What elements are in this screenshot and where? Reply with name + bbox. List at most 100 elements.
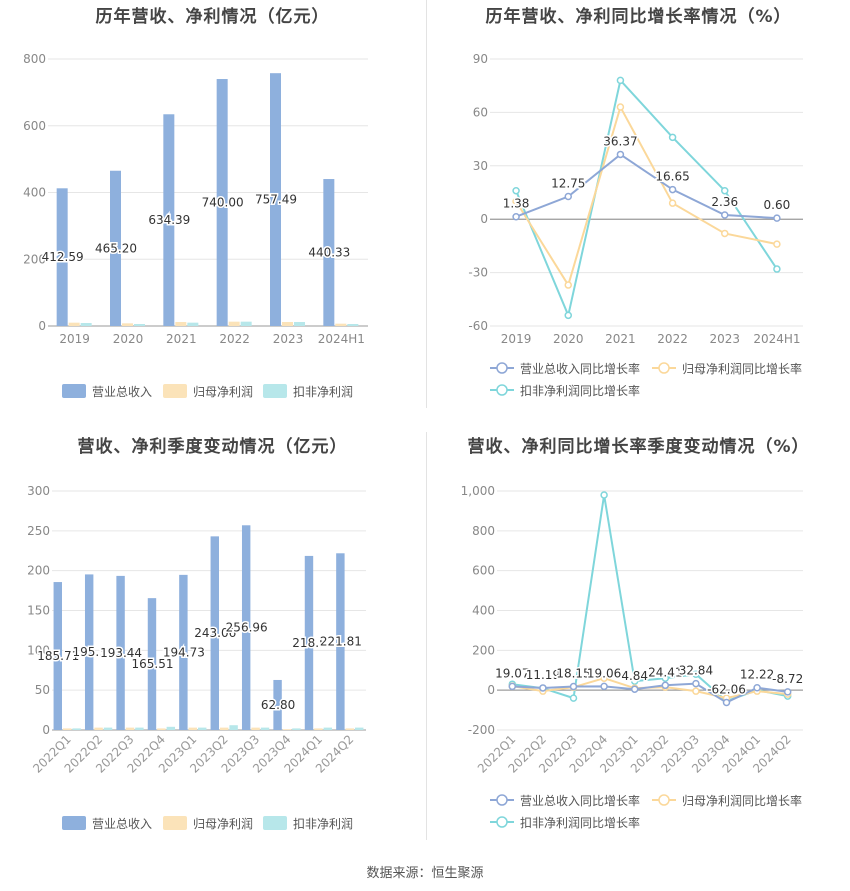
bar-deducted-profit	[187, 322, 199, 326]
bar-data-label: 465.20	[95, 241, 137, 255]
data-point	[564, 281, 572, 289]
quarterly-growth-title: 营收、净利同比增长率季度变动情况（%）	[467, 437, 810, 457]
legend-label: 归母净利润同比增长率	[682, 793, 802, 808]
y-tick-label: 0	[480, 212, 488, 226]
quarterly-amount-title: 营收、净利季度变动情况（亿元）	[77, 437, 348, 457]
x-tick-label: 2022	[657, 332, 688, 346]
bar-data-label: 194.73	[163, 645, 205, 659]
bar-net-profit	[68, 322, 80, 326]
quarterly-amount-panel: 营收、净利季度变动情况（亿元） 0 50 100 150 200 250 300 2022Q1…	[0, 430, 425, 850]
legend-label: 营业总收入同比增长率	[520, 361, 640, 376]
bar-deducted-profit	[229, 725, 238, 730]
y-tick-label: 200	[23, 252, 46, 266]
y-tick-label: -30	[468, 266, 488, 280]
y-tick-label: 200	[27, 564, 50, 578]
y-tick-label: 300	[27, 484, 50, 498]
bar-net-profit	[345, 728, 355, 730]
legend-marker	[496, 816, 508, 828]
annual-amount-title: 历年营收、净利情况（亿元）	[95, 7, 330, 27]
legend-label: 营业总收入同比增长率	[520, 793, 640, 808]
legend-label: 扣非净利润	[293, 385, 353, 399]
bar-data-label: 165.51	[131, 657, 173, 671]
bar-deducted-profit	[323, 727, 333, 730]
legend-swatch	[62, 816, 86, 830]
quarterly-growth-panel: 营收、净利同比增长率季度变动情况（%） -200 0 200 400 600 800 1,0…	[426, 430, 850, 850]
y-tick-label: 800	[23, 52, 46, 66]
data-point	[569, 694, 578, 702]
bar-deducted-profit	[292, 728, 301, 730]
data-point	[512, 197, 520, 206]
point-data-label: -62.06	[707, 683, 746, 697]
y-tick-label: 0	[42, 723, 50, 737]
legend-marker	[658, 794, 670, 806]
y-tick-label: 100	[27, 643, 50, 657]
bar-data-label: 185.71	[37, 649, 79, 663]
annual-amount-panel: 历年营收、净利情况（亿元） 0 200 400 600 800 2019 2020 2021 2…	[0, 0, 425, 410]
annual-growth-chart: -60 -30 0 30 60 90 2019 2020 2021 2022 2023 2024H1 1…	[468, 52, 803, 398]
bar-revenue	[56, 188, 68, 326]
data-point	[721, 186, 729, 195]
data-point	[668, 133, 677, 142]
bar-revenue	[336, 553, 345, 730]
bar-data-label: 440.33	[308, 246, 350, 260]
bar-revenue	[110, 170, 121, 326]
data-point	[600, 491, 608, 499]
bar-data-label: 634.39	[148, 213, 190, 227]
bar-revenue	[147, 598, 157, 730]
point-data-label: 12.22	[740, 668, 774, 682]
bar-data-label: 757.49	[255, 193, 297, 207]
bar-net-profit	[282, 321, 293, 326]
bar-net-profit	[219, 727, 229, 730]
bar-deducted-profit	[260, 727, 270, 730]
series-line	[515, 153, 777, 220]
data-point	[722, 698, 731, 707]
legend-marker	[658, 362, 670, 374]
bar-deducted-profit	[347, 323, 359, 326]
data-point	[661, 681, 670, 690]
x-tick-label: 2019	[501, 332, 532, 346]
bar-net-profit	[188, 727, 198, 730]
bar-net-profit	[251, 727, 260, 730]
bar-revenue	[116, 575, 125, 730]
bar-net-profit	[125, 727, 135, 730]
bar-revenue	[270, 73, 281, 326]
y-tick-label: 1,000	[461, 484, 495, 498]
y-tick-label: 400	[472, 604, 495, 618]
data-point	[783, 688, 792, 696]
point-data-label: 19.07	[495, 666, 529, 680]
data-point	[661, 674, 670, 682]
y-tick-label: 800	[472, 524, 495, 538]
point-data-label: 16.65	[655, 170, 689, 184]
data-point	[692, 670, 700, 678]
x-tick-label: 2023	[709, 332, 740, 346]
x-tick-label: 2022	[219, 332, 250, 346]
y-tick-label: 90	[473, 52, 488, 66]
data-point	[512, 186, 520, 195]
y-tick-label: 250	[27, 524, 50, 538]
bar-revenue	[241, 525, 251, 730]
point-data-label: 18.15	[556, 667, 590, 681]
bar-revenue	[53, 582, 62, 730]
data-point	[692, 679, 700, 688]
bar-data-label: 221.81	[320, 635, 362, 649]
data-point	[692, 687, 700, 695]
legend-label: 扣非净利润	[293, 817, 353, 831]
quarterly-growth-chart: -20002004006008001,0002022Q12022Q22022Q3…	[461, 484, 805, 830]
bar-deducted-profit	[135, 727, 144, 730]
bar-deducted-profit	[103, 727, 113, 730]
legend-label: 营业总收入	[92, 817, 152, 831]
bar-net-profit	[335, 323, 347, 326]
point-data-label: 32.84	[679, 664, 713, 678]
y-tick-label: 50	[35, 683, 50, 697]
series-line	[515, 104, 778, 288]
bar-revenue	[210, 536, 219, 730]
x-tick-label: 2024H1	[318, 332, 365, 346]
legend-marker	[496, 384, 508, 396]
point-data-label: 2.36	[711, 195, 738, 209]
point-data-label: -8.72	[772, 672, 803, 686]
x-tick-label: 2021	[166, 332, 197, 346]
data-point	[616, 76, 625, 85]
data-point	[668, 185, 677, 194]
legend-marker	[496, 794, 508, 806]
bar-deducted-profit	[166, 726, 176, 730]
